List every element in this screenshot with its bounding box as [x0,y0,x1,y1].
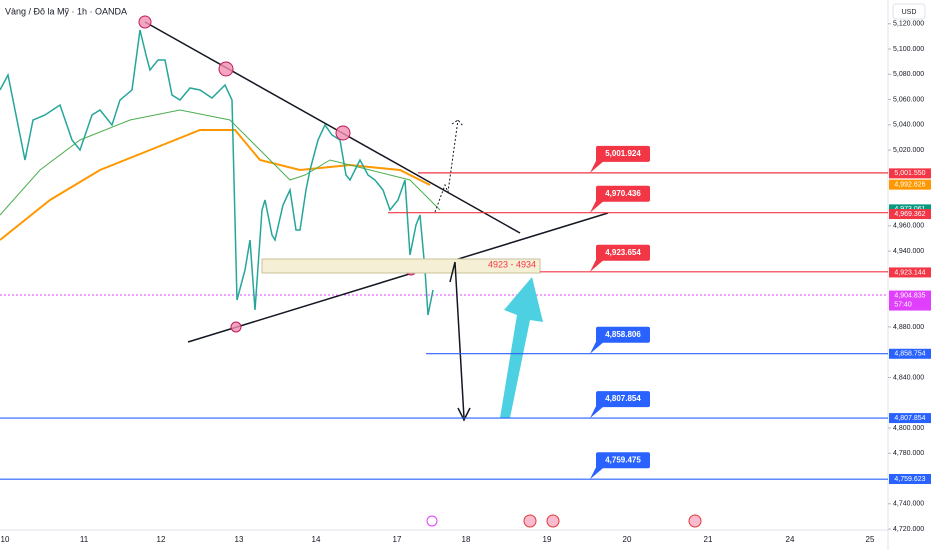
price-tick-label: 4,780.000 [893,450,924,457]
time-label: 11 [80,535,89,544]
level-label-box [596,244,650,261]
level-label: 4,970.436 [605,189,641,198]
label-pointer [590,160,604,173]
axis-tag [889,209,931,220]
level-label: 4,858.806 [605,330,641,339]
price-tick-label: 4,940.000 [893,248,924,255]
label-pointer [590,406,604,419]
price-tick-label: 4,960.000 [893,223,924,230]
axis-tag-label: 4,858.754 [894,351,925,358]
time-label: 20 [623,535,632,544]
time-label: 18 [462,535,471,544]
axis-tag [889,413,931,424]
big-arrow [500,277,543,418]
axis-tag-label: 4,923.144 [894,269,925,276]
time-label: 19 [543,535,552,544]
countdown: 57:40 [894,301,912,308]
time-label: 21 [704,535,713,544]
axis-tag [889,290,931,311]
axis-tag [889,168,931,179]
price-tick-label: 4,800.000 [893,425,924,432]
event-icons [426,514,702,528]
price-tick-label: 5,080.000 [893,71,924,78]
price-tick-label: 4,880.000 [893,324,924,331]
arrow [449,261,465,419]
trendline [144,21,521,234]
level-label-box [596,452,650,469]
label-pointer [590,341,604,354]
time-label: 17 [393,535,402,544]
axis-tag-label: 4,807.854 [894,415,925,422]
moving-average [0,109,441,216]
level-label: 5,001.924 [605,149,641,158]
level-label: 4,759.475 [605,455,641,464]
axis-tag-label: 4,992.626 [894,181,925,188]
symbol-title: Vàng / Đô la Mỹ · 1h · OANDA [5,6,127,16]
time-label: 10 [1,535,10,544]
level-label-box [596,326,650,343]
time-label: 12 [157,535,166,544]
zone [261,258,541,274]
level-label-box [596,185,650,202]
axis-tag-label: 4,759.623 [894,476,925,483]
label-pointer [590,467,604,480]
price-tick-label: 5,020.000 [893,147,924,154]
label-pointer [590,259,604,272]
axis-tag-label: 4,904.835 [894,292,925,299]
price-tick-label: 5,100.000 [893,46,924,53]
level-label: 4,807.854 [605,394,641,403]
axis-tag [889,179,931,190]
arrow-head [451,119,464,127]
price-tick-label: 5,120.000 [893,21,924,28]
axis-tag-label: 4,969.362 [894,211,925,218]
price-tick-label: 5,060.000 [893,96,924,103]
currency-button[interactable] [892,3,926,20]
level-label-box [596,391,650,408]
price-tick-label: 4,740.000 [893,501,924,508]
currency-label[interactable]: USD [902,9,917,16]
trendline [187,212,609,343]
axis-tag-label: 5,001.550 [894,170,925,177]
time-label: 25 [866,535,875,544]
label-pointer [590,200,604,213]
axis-tag [889,348,931,359]
moving-average [0,129,431,241]
level-label-box [596,145,650,162]
arrow-head [457,407,471,422]
axis-tag [889,474,931,485]
time-label: 13 [235,535,244,544]
axis-tag [889,267,931,278]
price-tick-label: 4,840.000 [893,374,924,381]
price-tick-label: 5,040.000 [893,122,924,129]
level-label: 4,923.654 [605,248,641,257]
price-path [0,29,434,316]
time-label: 14 [312,535,321,544]
time-label: 24 [786,535,795,544]
price-tick-label: 4,720.000 [893,526,924,533]
zone-label: 4923 - 4934 [488,259,536,269]
arrow [434,119,459,213]
